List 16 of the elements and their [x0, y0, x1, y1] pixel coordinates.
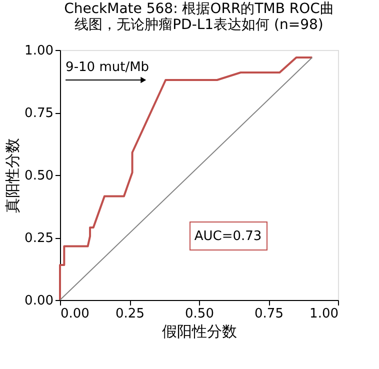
x-tick-label: 0.75	[254, 306, 284, 322]
y-tick-label: 0.25	[24, 231, 54, 246]
x-tick-label: 1.00	[310, 306, 338, 322]
x-tick-label: 0.25	[116, 306, 144, 322]
x-tick-label: 0.00	[60, 306, 90, 322]
x-axis-title: 假阳性分数	[162, 322, 237, 340]
y-tick-label: 0.00	[24, 294, 54, 308]
x-tick-label: 0.50	[185, 306, 214, 322]
annotation: AUC=0.73	[194, 229, 262, 244]
annotation: 9-10 mut/Mb	[66, 60, 150, 75]
text: CheckMate 568: 根据ORR的TMB ROC曲	[64, 1, 334, 17]
y-tick-label: 1.00	[24, 44, 54, 58]
y-tick-label: 0.75	[24, 106, 54, 121]
y-axis-title: 真阳性分数	[4, 138, 22, 213]
text: 线图，无论肿瘤PD-L1表达如何 (n=98)	[74, 17, 324, 33]
y-tick-label: 0.50	[24, 168, 54, 184]
